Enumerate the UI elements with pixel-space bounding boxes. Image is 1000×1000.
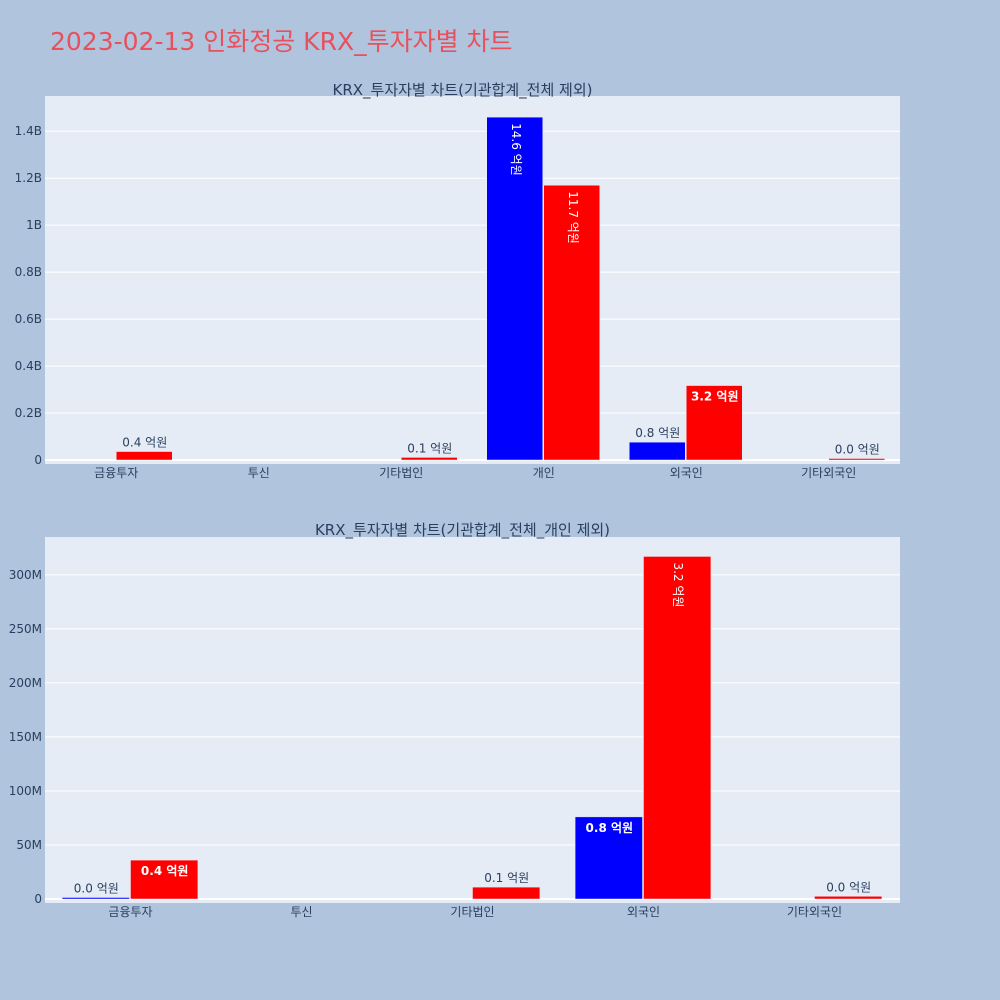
bar-value-label: 0.1 억원 <box>484 871 529 885</box>
bar-value-label: 0.1 억원 <box>407 441 452 455</box>
bar-value-label: 0.8 억원 <box>586 821 634 835</box>
bar-value-label: 3.2 억원 <box>671 562 685 607</box>
bar <box>629 441 686 461</box>
plot-area <box>45 96 900 464</box>
y-tick-label: 1B <box>26 218 42 232</box>
bar-value-label: 3.2 억원 <box>691 390 739 404</box>
y-tick-label: 1.2B <box>15 171 42 185</box>
y-tick-label: 0.2B <box>15 406 42 420</box>
chart-1: 0 0.2B 0.4B 0.6B 0.8B 1B 1.2B 1.4B KRX_투자자별 차트(기… <box>15 81 900 480</box>
chart-2: 0 50M 100M 150M 200M 250M 300M KRX_투자자별 차트(기관합계… <box>9 521 900 919</box>
x-tick-label: 기타법인 <box>450 905 494 919</box>
bar <box>643 556 712 900</box>
bar-value-label: 0.0 억원 <box>74 882 119 896</box>
x-tick-label: 금융투자 <box>108 905 152 919</box>
page-title: 2023-02-13 인화정공 KRX_투자자별 차트 <box>50 27 513 56</box>
x-tick-label: 기타법인 <box>379 466 423 480</box>
y-tick-label: 1.4B <box>15 124 42 138</box>
bar-value-label: 14.6 억원 <box>509 123 523 176</box>
bar <box>686 385 743 461</box>
x-tick-label: 투신 <box>290 905 312 919</box>
bar <box>828 458 885 461</box>
bar-value-label: 0.8 억원 <box>635 426 680 440</box>
x-tick-label: 기타외국인 <box>787 905 842 919</box>
bar <box>130 859 199 900</box>
bar <box>472 886 541 900</box>
y-tick-label: 0 <box>34 892 42 906</box>
bar <box>543 184 600 461</box>
subplot-title: KRX_투자자별 차트(기관합계_전체_개인 제외) <box>315 521 610 540</box>
bar <box>401 457 458 461</box>
bar <box>486 116 543 461</box>
y-tick-label: 200M <box>9 676 42 690</box>
x-tick-label: 기타외국인 <box>801 466 856 480</box>
x-tick-label: 투신 <box>248 466 270 480</box>
bar-value-label: 0.0 억원 <box>826 880 871 894</box>
x-tick-label: 외국인 <box>627 905 660 919</box>
bar <box>61 897 130 900</box>
y-tick-label: 50M <box>16 838 42 852</box>
y-tick-label: 300M <box>9 568 42 582</box>
x-tick-label: 외국인 <box>670 466 703 480</box>
bar-value-label: 0.4 억원 <box>141 864 189 878</box>
y-tick-label: 250M <box>9 622 42 636</box>
bar <box>116 451 173 461</box>
bar <box>574 816 643 900</box>
y-tick-label: 0.6B <box>15 312 42 326</box>
x-tick-label: 금융투자 <box>94 466 138 480</box>
y-tick-label: 0.8B <box>15 265 42 279</box>
y-tick-label: 0 <box>34 453 42 467</box>
bar <box>814 896 883 900</box>
x-tick-label: 개인 <box>533 466 555 480</box>
y-tick-label: 100M <box>9 784 42 798</box>
bar-value-label: 11.7 억원 <box>566 191 580 244</box>
bar-value-label: 0.0 억원 <box>835 443 880 457</box>
plot-area <box>45 537 900 903</box>
y-tick-label: 150M <box>9 730 42 744</box>
y-tick-label: 0.4B <box>15 359 42 373</box>
bar-value-label: 0.4 억원 <box>122 436 167 450</box>
subplot-title: KRX_투자자별 차트(기관합계_전체 제외) <box>333 81 593 100</box>
